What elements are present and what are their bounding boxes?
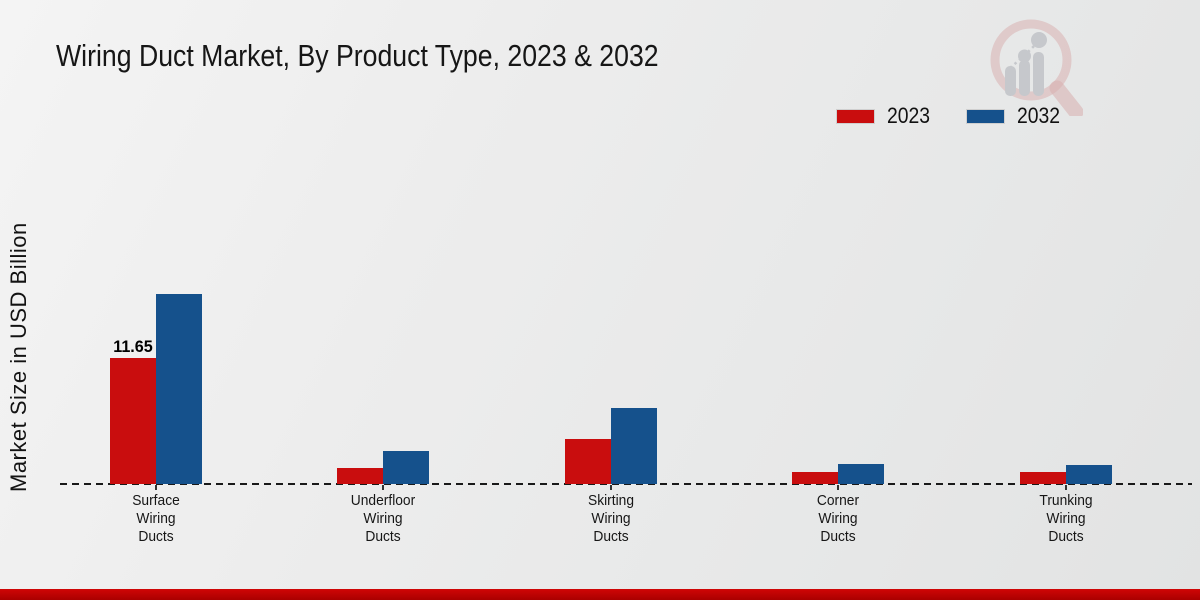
category-label-underfloor-wiring-ducts: Underfloor Wiring Ducts	[350, 492, 416, 545]
x-tick-surface-wiring-ducts	[154, 485, 157, 490]
category-label-skirting-wiring-ducts: Skirting Wiring Ducts	[587, 492, 634, 545]
bar-2032-surface-wiring-ducts	[155, 293, 202, 484]
legend-label-2023: 2023	[887, 103, 931, 128]
legend-item-2032: 2032	[965, 103, 1066, 129]
x-tick-corner-wiring-ducts	[837, 485, 840, 490]
category-label-surface-wiring-ducts: Surface Wiring Ducts	[131, 492, 180, 545]
chart-title: Wiring Duct Market, By Product Type, 202…	[56, 38, 659, 73]
bar-2032-skirting-wiring-ducts	[610, 408, 657, 484]
legend-label-2032: 2032	[1016, 103, 1061, 128]
legend-swatch-2023	[836, 108, 875, 124]
x-tick-skirting-wiring-ducts	[609, 485, 612, 490]
legend: 2023 2032	[836, 103, 1066, 129]
bar-2032-trunking-wiring-ducts	[1065, 464, 1112, 484]
bar-2032-underfloor-wiring-ducts	[383, 450, 430, 484]
bar-2032-corner-wiring-ducts	[838, 463, 885, 484]
category-label-trunking-wiring-ducts: Trunking Wiring Ducts	[1039, 492, 1093, 545]
category-label-corner-wiring-ducts: Corner Wiring Ducts	[816, 492, 860, 545]
bar-2023-skirting-wiring-ducts	[564, 438, 611, 484]
magnifier-bar-chart-logo-icon	[990, 19, 1083, 116]
bar-2023-surface-wiring-ducts	[109, 358, 156, 484]
legend-swatch-2032	[965, 108, 1005, 124]
x-tick-trunking-wiring-ducts	[1064, 485, 1067, 490]
bar-2023-corner-wiring-ducts	[792, 472, 839, 484]
zero-baseline	[60, 483, 1192, 485]
legend-item-2023: 2023	[836, 103, 936, 129]
bar-2023-trunking-wiring-ducts	[1019, 472, 1066, 484]
value-label-2023-surface-wiring-ducts: 11.65	[112, 337, 153, 357]
x-tick-underfloor-wiring-ducts	[382, 485, 385, 490]
footer-red-bar	[0, 589, 1200, 600]
bar-2023-underfloor-wiring-ducts	[337, 467, 384, 484]
